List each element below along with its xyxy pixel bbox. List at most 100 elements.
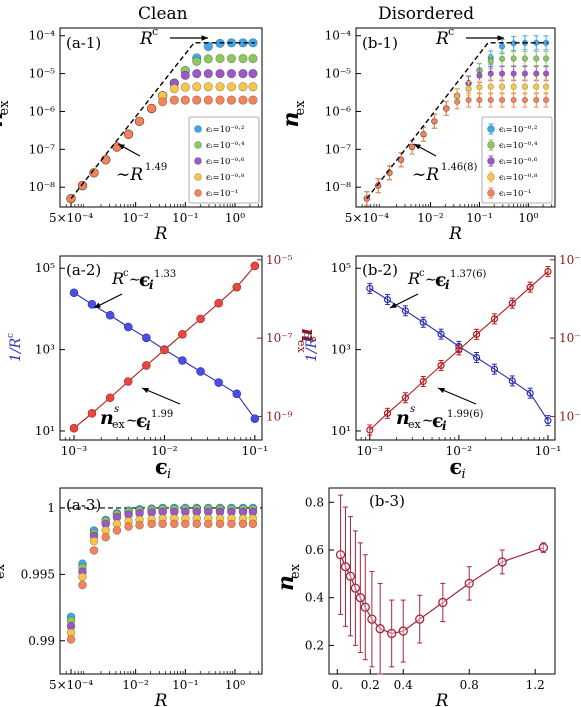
a3-data-point [124, 522, 133, 531]
a2-data-point [123, 377, 133, 386]
b1-data-point [431, 118, 438, 125]
b1-data-point [510, 55, 517, 62]
a3-ylabel-sub: ex [0, 563, 8, 579]
a1-ylabel-sub: ex [0, 100, 12, 116]
b1-data-point [498, 43, 506, 50]
a3-data-point [78, 580, 87, 590]
b2-ylabel-left-sup: c [302, 333, 312, 338]
a1-data-point [158, 97, 168, 107]
b1-annot-slope-exp: 1.46(8) [441, 162, 478, 173]
b2-data-point [383, 295, 392, 304]
a1-data-point [215, 95, 225, 105]
b3-data-point [438, 597, 448, 608]
a1-data-point [192, 95, 202, 105]
a1-ylabel: n [0, 112, 8, 128]
a3-ytick-label: 0.99 [28, 634, 55, 648]
b2-annot-eps-sub: i [445, 278, 450, 292]
b2-ytick-right-label: 10⁻⁷ [559, 331, 581, 345]
b2-annot-rc-exp: 1.37(6) [450, 269, 487, 280]
b2-arrow-rc-head [390, 302, 397, 308]
a2-data-point [160, 345, 169, 355]
a2-data-point [105, 393, 115, 403]
b3-xtick-label: 0.4 [394, 678, 413, 692]
b3-data-point [345, 571, 356, 581]
b2-data-point [508, 377, 516, 385]
a3-data-point [238, 519, 248, 529]
a2-xtick-label: 10⁻² [151, 444, 178, 458]
b3-data-point [350, 583, 361, 593]
a3-data-point [158, 519, 167, 529]
b2-data-point [401, 307, 409, 315]
a1-ytick-label: 10⁻⁴ [29, 29, 56, 43]
a3-data-point [203, 519, 213, 529]
a2-data-point [196, 367, 205, 376]
b2-data-point [366, 284, 374, 292]
a1-data-point [101, 155, 111, 165]
a1-data-point [238, 95, 248, 105]
a2-arrow-nex [141, 387, 181, 405]
b1-arrow-rc-head [497, 35, 504, 41]
a2-data-point [178, 356, 187, 365]
b2-data-point [366, 426, 374, 434]
a2-annot-tilde: ∼ [129, 272, 141, 288]
b1-legend-marker [487, 157, 495, 165]
b1-data-point [521, 70, 529, 77]
a1-data-point [215, 68, 225, 79]
b1-data-point [487, 83, 494, 90]
a2-ylabel-right-sup: s [307, 336, 318, 341]
a3-xtick-label: 10⁰ [225, 678, 245, 692]
b1-ytick-label: 10⁻⁴ [325, 29, 352, 43]
b1-xtick-label: 10⁻¹ [466, 211, 492, 225]
b2-data-point [419, 318, 427, 326]
a3-data-point [192, 519, 202, 529]
b2-xtick-label: 10⁻³ [357, 444, 384, 458]
b2-annot-tilde: ∼ [425, 272, 437, 288]
a1-data-point [203, 68, 213, 79]
b1-panel-label: (b-1) [362, 34, 398, 52]
b3-xtick-label: 1.2 [526, 678, 545, 692]
a1-ytick-label: 10⁻⁵ [29, 67, 56, 81]
a2-ytick-label: 10⁵ [35, 261, 55, 275]
a1-arrow-slope-head [118, 144, 125, 150]
a1-data-point [203, 95, 213, 105]
b1-ytick-label: 10⁻⁷ [325, 142, 352, 156]
b1-data-point [454, 98, 461, 105]
b2-ytick-label: 10⁵ [331, 261, 351, 275]
b3-data-point [538, 542, 549, 553]
b3-data-point [375, 624, 385, 634]
a2-annot-rc-exp: 1.33 [154, 269, 176, 280]
b1-data-point [510, 96, 517, 104]
b3-panel-label: (b-3) [369, 492, 405, 510]
b1-arrow-slope-head [414, 144, 421, 150]
b1-data-point [487, 58, 494, 65]
a1-data-point [192, 56, 202, 66]
b2-annot-nex: n [396, 407, 410, 429]
a2-xtick-label: 10⁻¹ [242, 444, 268, 458]
a3-ytick-label: 0.995 [21, 567, 55, 581]
b1-data-point [443, 105, 450, 112]
b2-xtick-label: 10⁻² [446, 444, 473, 458]
a2-xlabel-sub: i [167, 467, 171, 482]
b1-data-point [498, 83, 506, 90]
a2-data-point [123, 322, 133, 332]
a3-xtick-label: 5×10⁻⁴ [49, 678, 93, 692]
b1-xtick-label: 5×10⁻⁴ [345, 211, 389, 225]
a2-data-point [69, 288, 79, 298]
a2-annot-nex: n [100, 407, 114, 429]
b2-annot-rc-sup: c [419, 268, 425, 279]
a1-legend-marker [194, 189, 202, 197]
a1-annot-slope: ∼R [116, 165, 143, 185]
a1-data-point [123, 129, 134, 139]
a2-ytick-right-label: 10⁻⁷ [266, 331, 293, 345]
a3-data-point [101, 532, 111, 542]
b1-legend-marker [487, 141, 495, 149]
a2-annot-nex-exp: 1.99 [151, 409, 173, 420]
a1-data-point [192, 68, 202, 79]
b2-ytick-label: 10¹ [331, 424, 351, 438]
a2-ytick-label: 10³ [35, 343, 55, 357]
a1-data-point [77, 181, 88, 191]
b2-frame [355, 255, 556, 441]
a1-ytick-label: 10⁻⁸ [29, 180, 56, 194]
b3-xtick-label: 0.8 [460, 678, 479, 692]
b2-arrow-nex [437, 387, 477, 405]
